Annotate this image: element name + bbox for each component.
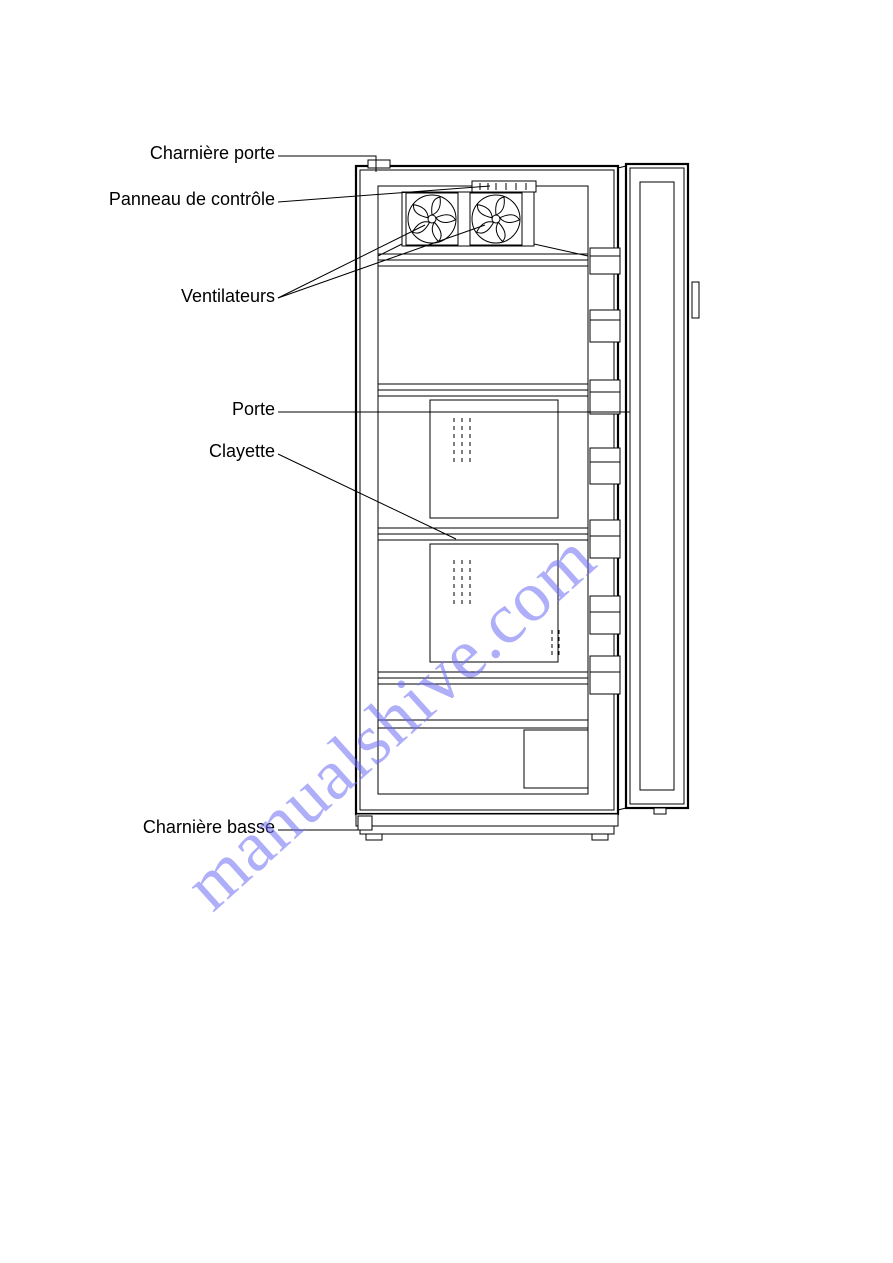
open-door [626,164,699,808]
label-control-panel: Panneau de contrôle [109,189,275,210]
label-hinge-top: Charnière porte [150,143,275,164]
label-fans: Ventilateurs [181,286,275,307]
label-hinge-bottom: Charnière basse [143,817,275,838]
label-shelf: Clayette [209,441,275,462]
door-racks [590,248,620,694]
label-door: Porte [232,399,275,420]
